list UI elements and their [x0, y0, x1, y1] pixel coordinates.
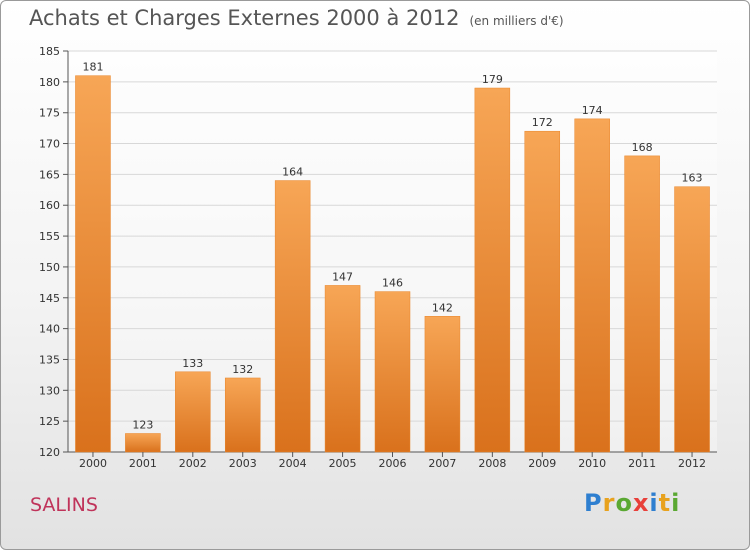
y-tick-label: 135: [39, 353, 60, 366]
data-label: 123: [132, 418, 153, 431]
bar: [624, 155, 660, 453]
y-tick-label: 125: [39, 415, 60, 428]
x-tick-label: 2002: [179, 457, 207, 470]
chart-title: Achats et Charges Externes 2000 à 2012 (e…: [29, 6, 564, 30]
x-tick-label: 2009: [528, 457, 556, 470]
x-tick-label: 2008: [478, 457, 506, 470]
bar: [125, 433, 161, 453]
y-tick-label: 150: [39, 261, 60, 274]
x-tick-label: 2004: [279, 457, 307, 470]
data-label: 147: [332, 270, 353, 283]
data-label: 181: [82, 61, 103, 74]
logo-letter: t: [658, 489, 672, 517]
title-text: Achats et Charges Externes 2000 à 2012: [29, 6, 460, 30]
data-label: 179: [482, 73, 503, 86]
bar: [574, 118, 610, 453]
y-tick-label: 175: [39, 107, 60, 120]
proxiti-logo: Proxiti: [584, 489, 680, 517]
logo-letter: i: [671, 489, 681, 517]
data-label: 142: [432, 301, 453, 314]
y-tick-label: 120: [39, 446, 60, 459]
y-tick-label: 180: [39, 76, 60, 89]
data-label: 163: [682, 172, 703, 185]
x-tick-label: 2012: [678, 457, 706, 470]
bar: [524, 130, 561, 453]
x-tick-label: 2003: [229, 457, 257, 470]
y-tick-label: 130: [39, 384, 60, 397]
y-tick-label: 155: [39, 230, 60, 243]
x-tick-label: 2007: [428, 457, 456, 470]
y-tick-label: 145: [39, 292, 60, 305]
logo-letter: o: [615, 489, 633, 517]
y-tick-label: 170: [39, 138, 60, 151]
logo-letter: r: [602, 489, 616, 517]
logo-letter: P: [584, 489, 603, 517]
data-label: 174: [582, 104, 603, 117]
x-tick-label: 2010: [578, 457, 606, 470]
y-tick-label: 185: [39, 45, 60, 58]
y-tick-label: 140: [39, 323, 60, 336]
bar: [175, 371, 211, 453]
bar: [424, 316, 461, 453]
bar: [224, 377, 261, 453]
data-label: 172: [532, 116, 553, 129]
x-tick-label: 2001: [129, 457, 157, 470]
bar: [674, 186, 710, 453]
bar: [374, 291, 411, 453]
x-tick-label: 2011: [628, 457, 656, 470]
city-label: SALINS: [30, 494, 98, 516]
x-tick-label: 2000: [79, 457, 107, 470]
chart-subtitle: (en milliers d'€): [469, 14, 564, 28]
data-label: 164: [282, 166, 303, 179]
x-tick-label: 2005: [329, 457, 357, 470]
logo-letter: x: [632, 489, 650, 517]
data-label: 132: [232, 363, 253, 376]
logo-letter: i: [649, 489, 659, 517]
data-label: 146: [382, 277, 403, 290]
bar: [474, 87, 511, 453]
y-tick-label: 160: [39, 199, 60, 212]
bar: [274, 180, 311, 453]
bar: [75, 75, 111, 453]
bar: [324, 285, 361, 453]
data-label: 133: [182, 357, 203, 370]
data-label: 168: [632, 141, 653, 154]
x-tick-label: 2006: [379, 457, 407, 470]
y-tick-label: 165: [39, 168, 60, 181]
